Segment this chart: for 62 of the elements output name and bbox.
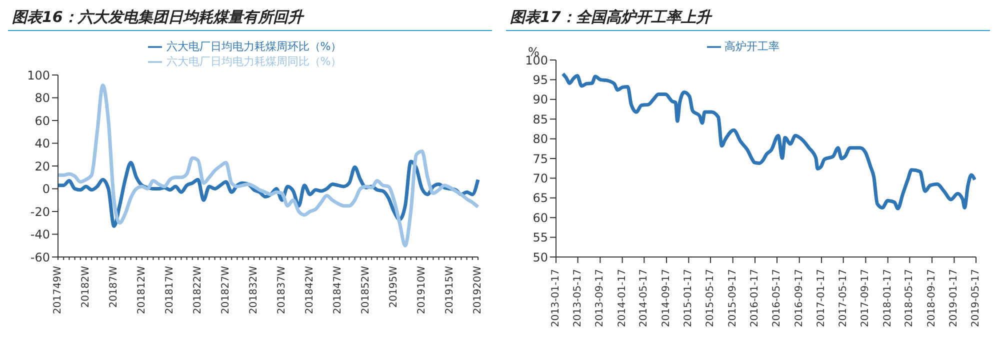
x-tick-label: 2017-09-17 bbox=[860, 269, 872, 328]
x-tick-label: 201847W bbox=[332, 266, 344, 314]
y-tick-label: 20 bbox=[34, 159, 50, 174]
y-tick-label: 80 bbox=[34, 91, 50, 106]
x-tick-label: 2013-01-17 bbox=[550, 269, 562, 328]
y-tick-label: -40 bbox=[30, 228, 50, 242]
x-tick-label: 201827W bbox=[220, 266, 232, 314]
x-tick-label: 2016-01-17 bbox=[750, 269, 761, 328]
y-tick-label: 75 bbox=[532, 152, 548, 166]
x-tick-label: 2016-09-17 bbox=[794, 269, 805, 328]
chart-title: 图表17：全国高炉开工率上升 bbox=[506, 8, 990, 31]
y-tick-label: 65 bbox=[532, 191, 548, 206]
x-tick-label: 2014-05-17 bbox=[638, 269, 650, 328]
legend-label: 六大电厂日均电力耗煤周环比（%） bbox=[166, 40, 342, 53]
y-tick-label: 60 bbox=[532, 210, 548, 225]
y-tick-label: 0 bbox=[42, 182, 50, 196]
x-tick-label: 2015-09-17 bbox=[727, 269, 738, 328]
x-tick-label: 2018-09-17 bbox=[926, 269, 938, 328]
legend-label: 六大电厂日均电力耗煤周同比（%） bbox=[166, 55, 342, 68]
x-tick-label: 201837W bbox=[276, 266, 288, 314]
x-tick-label: 2017-05-17 bbox=[838, 269, 849, 328]
x-tick-label: 201822W bbox=[192, 266, 204, 314]
y-tick-label: -20 bbox=[30, 204, 50, 219]
x-tick-label: 201920W bbox=[472, 266, 484, 314]
y-tick-label: 60 bbox=[34, 114, 50, 128]
x-tick-label: 201852W bbox=[360, 266, 372, 314]
x-tick-label: 201915W bbox=[444, 266, 456, 314]
x-tick-label: 2016-05-17 bbox=[771, 269, 782, 328]
x-tick-label: 2015-01-17 bbox=[683, 269, 694, 328]
x-tick-label: 201842W bbox=[304, 266, 316, 314]
x-tick-label: 2014-09-17 bbox=[661, 269, 672, 328]
x-tick-label: 201832W bbox=[248, 266, 260, 314]
y-tick-label: 70 bbox=[532, 171, 548, 186]
y-tick-label: 80 bbox=[532, 132, 548, 146]
y-tick-label: 50 bbox=[532, 250, 548, 264]
x-tick-label: 201910W bbox=[416, 266, 428, 314]
line-series bbox=[56, 83, 480, 248]
x-tick-label: 20187W bbox=[108, 266, 120, 308]
x-tick-label: 20182W bbox=[80, 266, 92, 308]
x-tick-label: 2018-01-17 bbox=[882, 269, 894, 328]
x-tick-label: 2018-05-17 bbox=[904, 269, 916, 328]
x-tick-label: 2013-05-17 bbox=[572, 269, 584, 328]
x-tick-label: 2014-01-17 bbox=[616, 269, 628, 328]
x-tick-label: 201812W bbox=[136, 266, 148, 314]
y-tick-label: 100 bbox=[27, 68, 50, 82]
x-tick-label: 2019-01-17 bbox=[948, 269, 960, 328]
y-tick-label: 85 bbox=[532, 112, 548, 126]
line-series bbox=[561, 72, 976, 210]
y-tick-label: 40 bbox=[34, 136, 50, 151]
x-tick-label: 2017-01-17 bbox=[816, 269, 828, 328]
y-tick-label: 90 bbox=[532, 92, 548, 107]
y-tick-label: 95 bbox=[532, 72, 548, 87]
chart-title: 图表16：六大发电集团日均耗煤量有所回升 bbox=[8, 8, 492, 31]
x-tick-label: 2013-09-17 bbox=[594, 269, 606, 328]
legend-label: 高炉开工率 bbox=[724, 40, 780, 53]
x-tick-label: 201817W bbox=[164, 266, 176, 314]
x-tick-label: 201749W bbox=[52, 266, 64, 314]
y-tick-label: -60 bbox=[30, 250, 50, 264]
x-tick-label: 20195W bbox=[388, 266, 400, 308]
x-tick-label: 2019-05-17 bbox=[970, 269, 982, 328]
y-tick-label: 55 bbox=[532, 230, 548, 245]
x-tick-label: 2015-05-17 bbox=[704, 269, 716, 328]
